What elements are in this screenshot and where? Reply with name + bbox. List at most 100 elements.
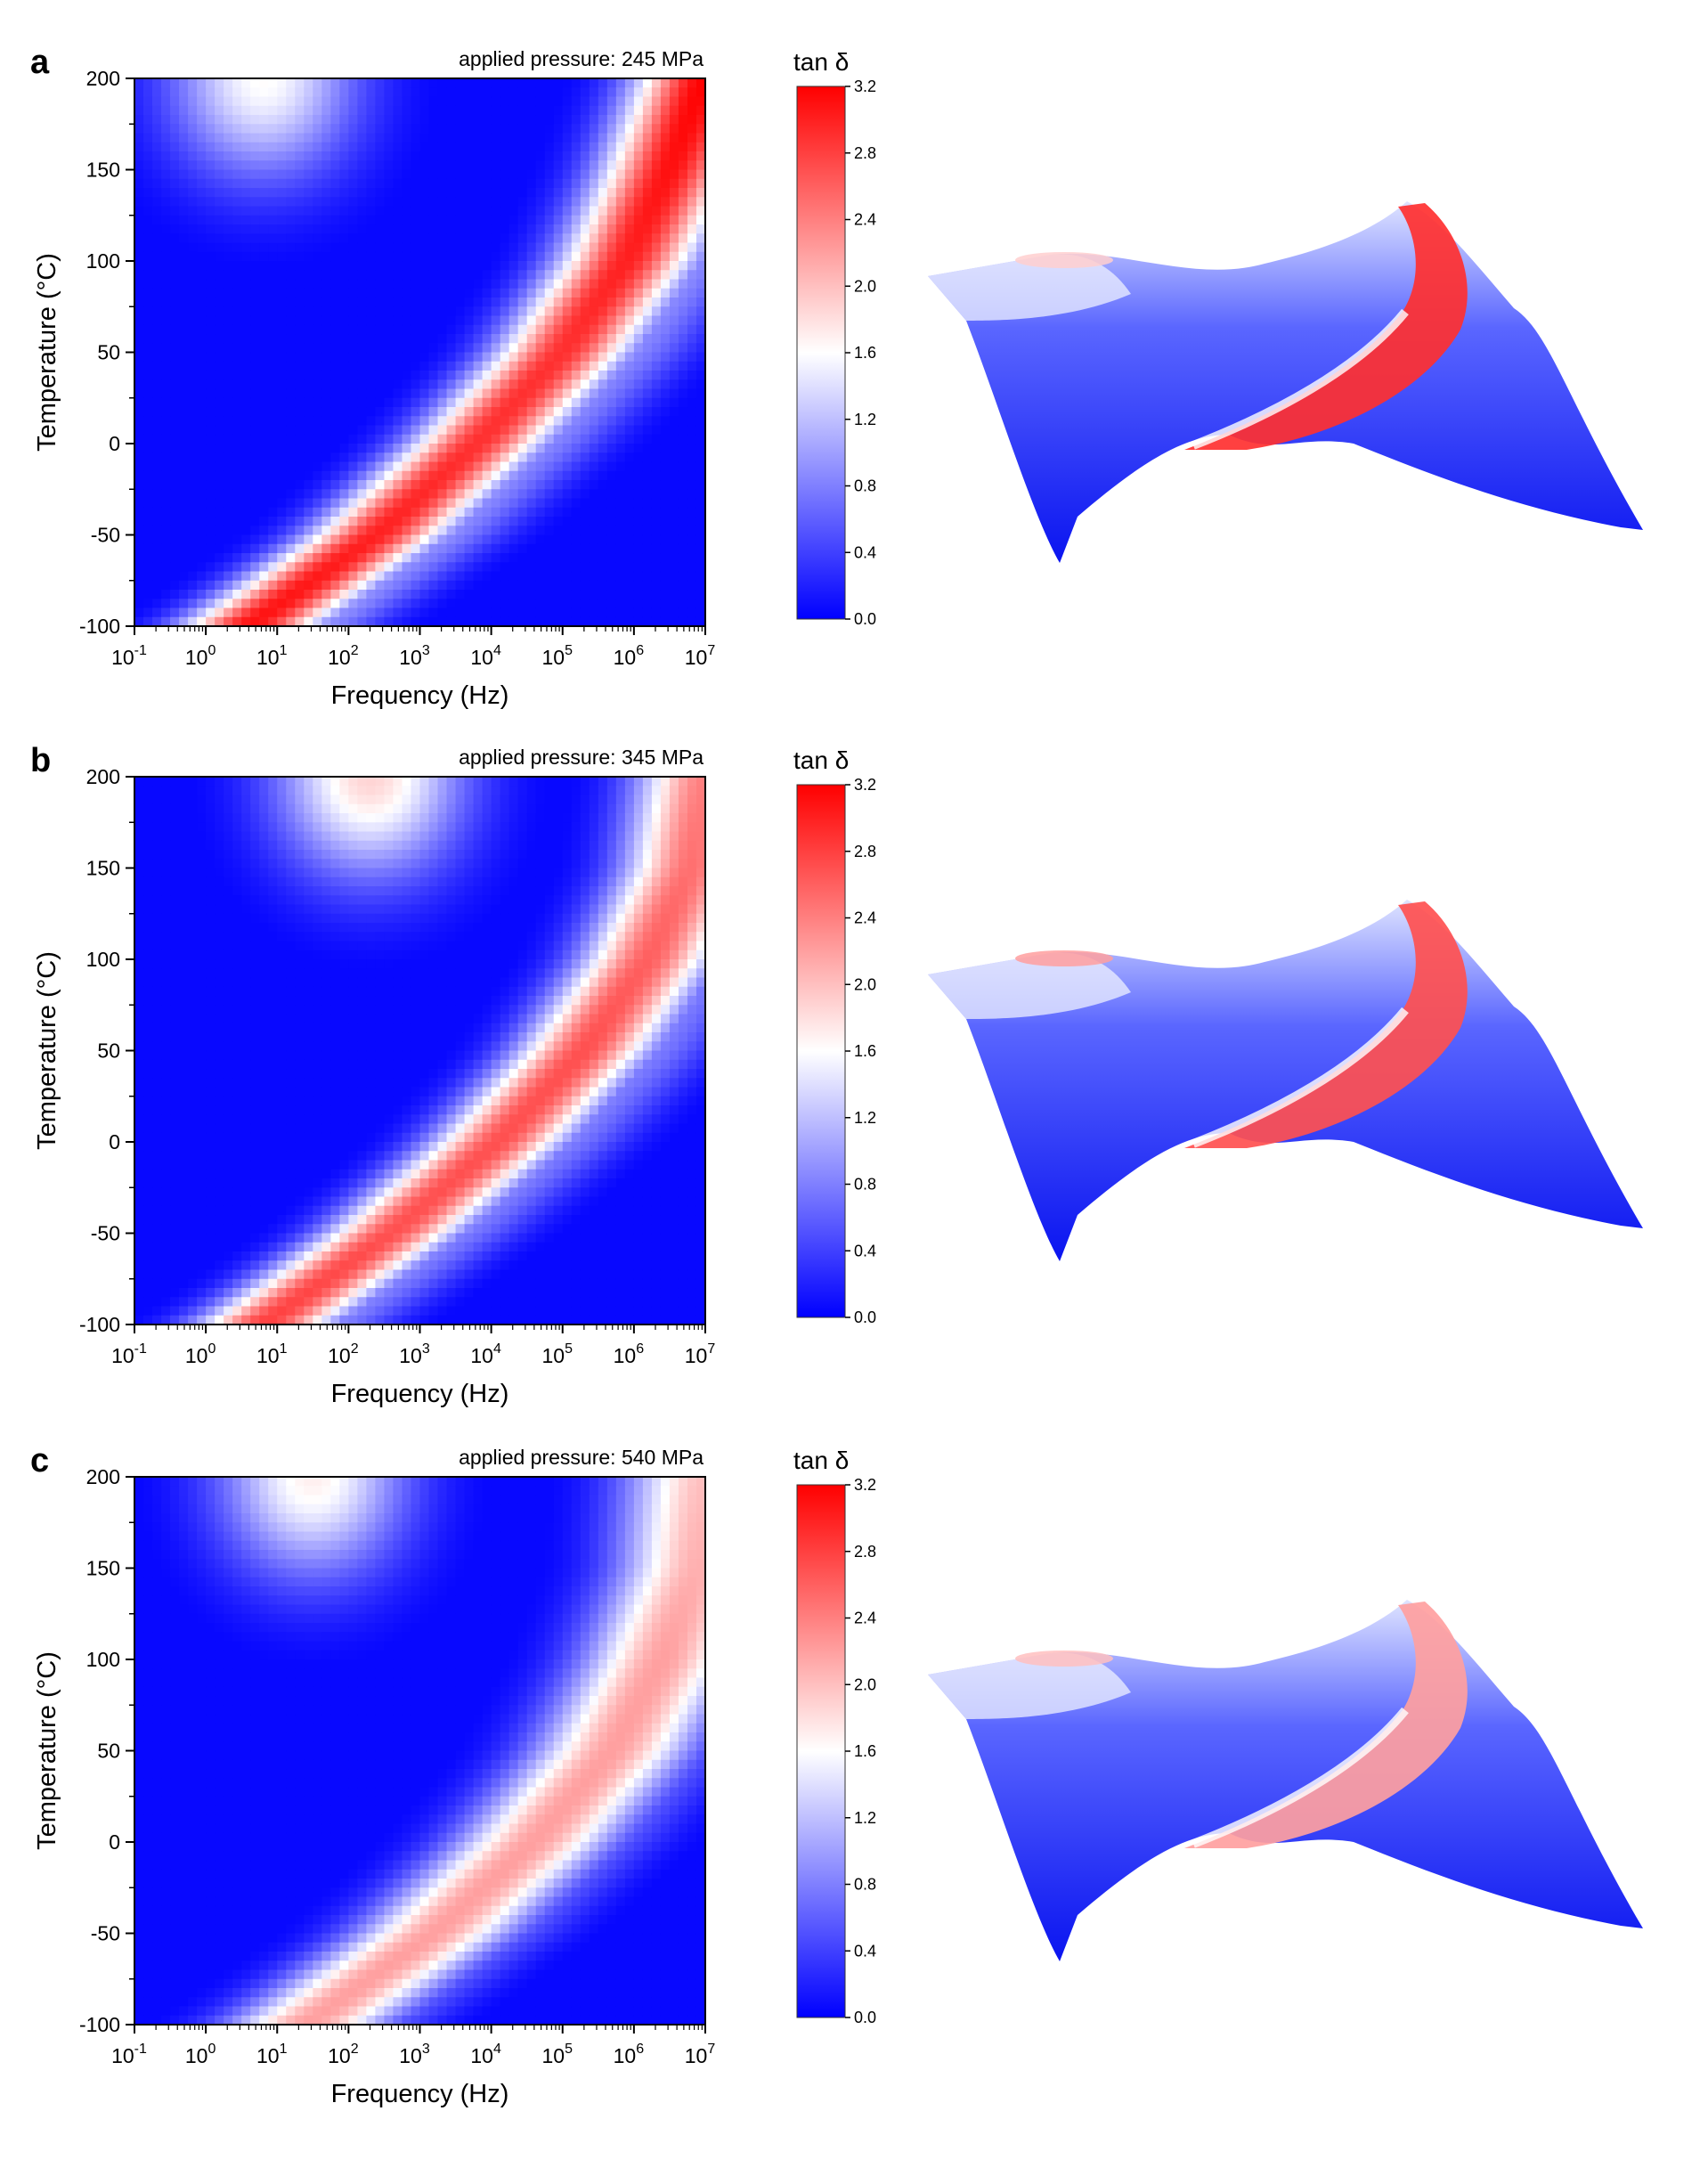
heatmap-cell bbox=[571, 407, 582, 417]
heatmap-cell bbox=[393, 444, 403, 453]
heatmap-cell bbox=[615, 507, 626, 518]
heatmap-cell bbox=[446, 425, 457, 436]
heatmap-cell bbox=[642, 434, 653, 444]
heatmap-cell bbox=[143, 197, 153, 208]
heatmap-cell bbox=[580, 270, 590, 281]
heatmap-cell bbox=[411, 160, 421, 171]
heatmap-cell bbox=[232, 371, 242, 380]
heatmap-cell bbox=[277, 950, 287, 960]
heatmap-cell bbox=[268, 233, 278, 244]
heatmap-cell bbox=[535, 407, 546, 417]
heatmap-cell bbox=[241, 298, 251, 307]
heatmap-cell bbox=[669, 169, 679, 180]
heatmap-cell bbox=[446, 124, 457, 134]
heatmap-cell bbox=[188, 950, 198, 960]
heatmap-cell bbox=[224, 169, 233, 180]
heatmap-cell bbox=[375, 315, 386, 326]
heatmap-cell bbox=[598, 124, 608, 134]
heatmap-cell bbox=[250, 361, 260, 371]
heatmap-cell bbox=[402, 416, 412, 427]
heatmap-cell bbox=[348, 215, 359, 225]
heatmap-cell bbox=[428, 279, 439, 289]
heatmap-cell bbox=[232, 822, 242, 833]
heatmap-cell bbox=[224, 324, 233, 335]
heatmap-cell bbox=[517, 169, 528, 180]
heatmap-cell bbox=[348, 498, 359, 509]
heatmap-cell bbox=[313, 105, 323, 116]
heatmap-cell bbox=[366, 461, 377, 472]
heatmap-cell bbox=[206, 1178, 216, 1188]
heatmap-cell bbox=[598, 233, 608, 244]
heatmap-cell bbox=[402, 334, 412, 344]
heatmap-cell bbox=[535, 115, 546, 125]
heatmap-cell bbox=[491, 507, 501, 518]
heatmap-cell bbox=[295, 571, 305, 582]
heatmap-cell bbox=[259, 1032, 269, 1042]
heatmap-cell bbox=[161, 507, 171, 518]
heatmap-cell bbox=[660, 534, 671, 545]
heatmap-cell bbox=[500, 434, 510, 444]
heatmap-cell bbox=[357, 324, 368, 335]
heatmap-cell bbox=[134, 215, 144, 225]
heatmap-cell bbox=[321, 124, 332, 134]
heatmap-cell bbox=[482, 124, 492, 134]
heatmap-cell bbox=[197, 1114, 207, 1125]
heatmap-cell bbox=[384, 233, 394, 244]
heatmap-cell bbox=[339, 197, 350, 208]
heatmap-cell bbox=[687, 124, 697, 134]
heatmap-cell bbox=[437, 215, 448, 225]
heatmap-cell bbox=[606, 407, 617, 417]
heatmap-cell bbox=[695, 315, 706, 326]
heatmap-cell bbox=[357, 87, 368, 98]
heatmap-cell bbox=[687, 115, 697, 125]
heatmap-cell bbox=[143, 923, 153, 933]
heatmap-cell bbox=[179, 923, 189, 933]
heatmap-cell bbox=[206, 315, 216, 326]
heatmap-cell bbox=[152, 1178, 162, 1188]
heatmap-cell bbox=[491, 251, 501, 262]
heatmap-cell bbox=[232, 803, 242, 814]
heatmap-cell bbox=[535, 444, 546, 453]
heatmap-cell bbox=[419, 616, 430, 627]
heatmap-cell bbox=[268, 151, 278, 161]
heatmap-cell bbox=[215, 913, 224, 924]
heatmap-cell bbox=[268, 840, 278, 851]
heatmap-cell bbox=[411, 343, 421, 354]
heatmap-cell bbox=[598, 160, 608, 171]
heatmap-cell bbox=[695, 425, 706, 436]
heatmap-cell bbox=[134, 1114, 144, 1125]
heatmap-cell bbox=[384, 543, 394, 554]
heatmap-cell bbox=[473, 407, 484, 417]
heatmap-cell bbox=[152, 977, 162, 988]
heatmap-cell bbox=[268, 361, 278, 371]
heatmap-cell bbox=[161, 1160, 171, 1170]
heatmap-cell bbox=[535, 616, 546, 627]
heatmap-cell bbox=[152, 151, 162, 161]
heatmap-cell bbox=[606, 599, 617, 609]
heatmap-cell bbox=[553, 352, 564, 363]
heatmap-cell bbox=[642, 407, 653, 417]
heatmap-cell bbox=[170, 507, 180, 518]
heatmap-cell bbox=[589, 526, 599, 536]
heatmap-cell bbox=[232, 1069, 242, 1079]
heatmap-cell bbox=[134, 913, 144, 924]
heatmap-cell bbox=[589, 233, 599, 244]
heatmap-cell bbox=[232, 352, 242, 363]
heatmap-cell bbox=[152, 553, 162, 563]
heatmap-cell bbox=[526, 553, 537, 563]
heatmap-cell bbox=[295, 115, 305, 125]
heatmap-cell bbox=[232, 1297, 242, 1308]
heatmap-cell bbox=[241, 151, 251, 161]
heatmap-cell bbox=[152, 188, 162, 198]
heatmap-cell bbox=[224, 1059, 233, 1070]
heatmap-cell bbox=[268, 986, 278, 997]
heatmap-cell bbox=[259, 251, 269, 262]
heatmap-cell bbox=[197, 571, 207, 582]
heatmap-cell bbox=[277, 932, 287, 942]
heatmap-cell bbox=[259, 886, 269, 896]
heatmap-cell bbox=[428, 470, 439, 481]
heatmap-cell bbox=[624, 607, 635, 618]
heatmap-cell bbox=[598, 607, 608, 618]
heatmap-cell bbox=[268, 1215, 278, 1225]
heatmap-cell bbox=[508, 206, 519, 216]
